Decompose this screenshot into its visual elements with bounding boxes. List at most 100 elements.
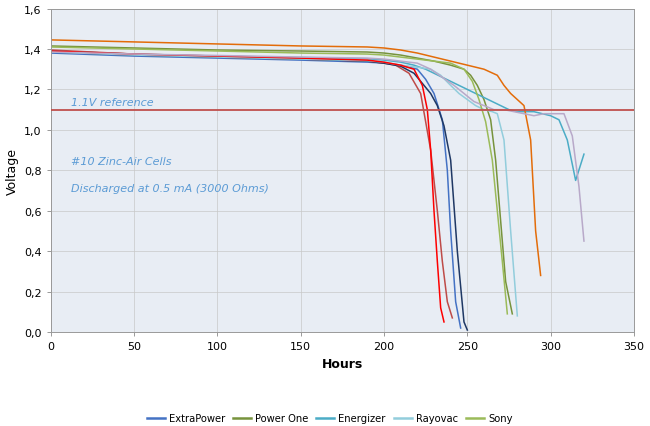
Clear Cell — [213, 55, 221, 60]
Energizer — [410, 63, 418, 69]
Sony — [499, 259, 506, 264]
Renata — [213, 55, 221, 60]
icellTech — [380, 60, 388, 66]
Clear Cell — [363, 59, 371, 64]
Panasonic — [363, 56, 371, 61]
ExtraPower — [47, 52, 55, 57]
ExtraPower — [457, 326, 465, 331]
icellTech — [430, 209, 438, 214]
Energizer — [130, 52, 138, 58]
icellTech — [297, 56, 305, 61]
Duracell — [380, 46, 388, 52]
Sony — [47, 45, 55, 50]
Panasonic — [439, 75, 447, 81]
Clear Cell — [448, 316, 456, 321]
X-axis label: Hours: Hours — [322, 357, 363, 370]
Panasonic — [450, 83, 458, 89]
Clear Cell — [297, 58, 305, 63]
Sony — [213, 49, 221, 55]
Duracell — [526, 138, 534, 143]
icellTech — [423, 108, 431, 113]
Panasonic — [540, 112, 548, 117]
Rayovac — [427, 67, 435, 72]
Duracell — [363, 45, 371, 50]
Panasonic — [470, 100, 478, 105]
icellTech — [434, 259, 441, 264]
Energizer — [538, 112, 546, 117]
Line: Power One: Power One — [51, 47, 512, 314]
Duracell — [463, 63, 471, 69]
Rayovac — [514, 314, 521, 319]
ExtraPower — [443, 168, 451, 173]
Duracell — [493, 74, 501, 79]
Panasonic — [510, 110, 518, 115]
Rayovac — [363, 59, 371, 64]
Clear Cell — [405, 72, 413, 77]
Power One — [413, 56, 421, 61]
Y-axis label: Voltage: Voltage — [6, 147, 19, 194]
Renata — [454, 249, 462, 254]
Power One — [467, 74, 474, 79]
icellTech — [396, 63, 404, 69]
Energizer — [547, 114, 554, 119]
Sony — [469, 80, 476, 85]
Energizer — [572, 178, 580, 184]
Panasonic — [297, 55, 305, 60]
Energizer — [497, 104, 504, 109]
icellTech — [440, 320, 448, 325]
Line: icellTech: icellTech — [51, 52, 444, 322]
Sony — [447, 61, 454, 66]
Sony — [297, 52, 305, 57]
Duracell — [480, 67, 488, 72]
icellTech — [427, 148, 435, 153]
Rayovac — [297, 58, 305, 63]
ExtraPower — [422, 78, 430, 83]
Duracell — [430, 55, 438, 60]
Power One — [297, 49, 305, 55]
Sony — [482, 120, 489, 125]
ExtraPower — [297, 58, 305, 63]
Line: Clear Cell: Clear Cell — [51, 51, 452, 318]
Renata — [463, 328, 471, 333]
ExtraPower — [363, 60, 371, 66]
Duracell — [413, 52, 421, 57]
Line: Renata: Renata — [51, 53, 467, 330]
Panasonic — [47, 50, 55, 55]
ExtraPower — [130, 55, 138, 60]
ExtraPower — [380, 61, 388, 66]
Clear Cell — [439, 259, 447, 264]
Power One — [363, 50, 371, 55]
Power One — [508, 311, 516, 317]
Duracell — [537, 273, 545, 278]
Power One — [502, 279, 510, 285]
ExtraPower — [413, 67, 421, 72]
Power One — [480, 98, 488, 103]
Renata — [447, 158, 454, 164]
Duracell — [47, 38, 55, 43]
icellTech — [47, 49, 55, 55]
Rayovac — [507, 229, 515, 234]
Duracell — [520, 104, 528, 109]
Renata — [363, 59, 371, 64]
Power One — [473, 83, 481, 89]
Rayovac — [447, 83, 454, 89]
Clear Cell — [417, 92, 424, 97]
Clear Cell — [434, 209, 441, 214]
Energizer — [213, 55, 221, 60]
Power One — [380, 52, 388, 57]
Panasonic — [130, 52, 138, 58]
Line: Duracell: Duracell — [51, 41, 541, 276]
Rayovac — [130, 53, 138, 58]
Panasonic — [380, 58, 388, 63]
Power One — [130, 46, 138, 52]
Line: ExtraPower: ExtraPower — [51, 54, 461, 328]
Sony — [430, 59, 438, 64]
ExtraPower — [452, 299, 460, 305]
Sony — [493, 209, 501, 214]
Duracell — [514, 98, 521, 103]
Rayovac — [380, 60, 388, 66]
Power One — [497, 219, 504, 224]
Renata — [434, 104, 441, 109]
icellTech — [437, 305, 445, 311]
Energizer — [380, 58, 388, 63]
